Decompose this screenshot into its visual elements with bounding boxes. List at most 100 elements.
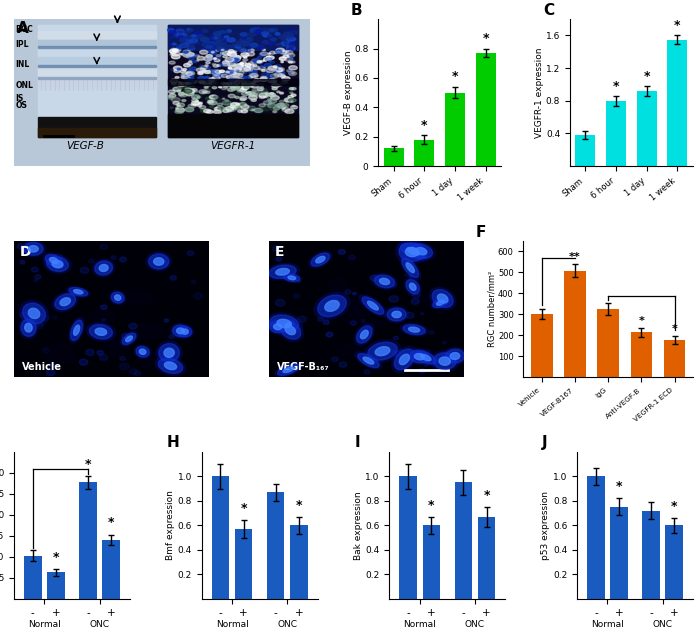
- Circle shape: [42, 348, 49, 353]
- Bar: [642, 511, 660, 599]
- Text: *: *: [671, 324, 678, 334]
- Circle shape: [216, 55, 221, 57]
- Circle shape: [171, 52, 176, 54]
- Circle shape: [257, 87, 264, 90]
- Circle shape: [289, 43, 295, 45]
- Text: Vehicle: Vehicle: [22, 362, 62, 372]
- Circle shape: [270, 38, 276, 41]
- Circle shape: [289, 45, 295, 48]
- Text: +: +: [670, 608, 678, 618]
- Circle shape: [240, 62, 244, 64]
- Circle shape: [328, 301, 336, 307]
- Circle shape: [199, 71, 204, 74]
- Ellipse shape: [176, 325, 194, 338]
- Ellipse shape: [363, 357, 374, 364]
- Circle shape: [240, 96, 247, 100]
- Circle shape: [178, 106, 183, 108]
- Circle shape: [279, 71, 285, 75]
- Circle shape: [282, 108, 285, 109]
- Circle shape: [223, 51, 231, 55]
- Bar: [267, 492, 284, 599]
- Circle shape: [259, 93, 267, 97]
- Ellipse shape: [110, 290, 126, 304]
- Circle shape: [252, 89, 257, 92]
- Circle shape: [207, 70, 214, 73]
- Circle shape: [215, 70, 222, 73]
- Circle shape: [235, 68, 241, 71]
- Circle shape: [270, 74, 279, 78]
- Circle shape: [429, 331, 434, 334]
- Y-axis label: VEGF-B expression: VEGF-B expression: [344, 50, 353, 135]
- Circle shape: [260, 52, 267, 55]
- Circle shape: [178, 93, 187, 97]
- Text: -: -: [406, 608, 410, 618]
- Circle shape: [239, 88, 246, 92]
- Ellipse shape: [90, 324, 113, 339]
- Circle shape: [253, 64, 257, 66]
- Circle shape: [290, 56, 293, 57]
- Circle shape: [275, 64, 281, 68]
- Ellipse shape: [275, 363, 302, 376]
- Circle shape: [176, 29, 183, 32]
- Circle shape: [252, 82, 256, 83]
- Circle shape: [228, 68, 232, 69]
- Circle shape: [221, 49, 224, 51]
- Circle shape: [230, 79, 235, 82]
- Bar: [477, 517, 496, 599]
- Circle shape: [274, 73, 282, 76]
- Ellipse shape: [111, 292, 124, 303]
- Circle shape: [171, 36, 174, 38]
- Circle shape: [172, 49, 180, 53]
- Circle shape: [175, 35, 181, 38]
- Circle shape: [288, 36, 292, 38]
- Circle shape: [223, 103, 229, 105]
- Ellipse shape: [69, 287, 88, 296]
- Circle shape: [211, 37, 216, 39]
- Ellipse shape: [28, 308, 40, 318]
- Circle shape: [291, 61, 295, 63]
- Circle shape: [209, 44, 213, 46]
- Circle shape: [177, 68, 181, 70]
- Circle shape: [185, 108, 194, 111]
- Circle shape: [228, 83, 232, 85]
- Circle shape: [99, 354, 108, 361]
- Circle shape: [244, 66, 252, 70]
- Circle shape: [183, 51, 188, 54]
- Circle shape: [240, 41, 244, 43]
- Bar: [631, 333, 652, 377]
- Circle shape: [183, 76, 190, 80]
- Circle shape: [275, 50, 282, 54]
- Bar: [38, 48, 156, 56]
- Circle shape: [270, 61, 274, 64]
- Circle shape: [389, 296, 398, 302]
- Circle shape: [284, 35, 288, 37]
- Circle shape: [186, 82, 191, 85]
- Circle shape: [196, 60, 199, 61]
- Bar: [668, 39, 687, 166]
- Circle shape: [258, 67, 265, 70]
- Circle shape: [276, 67, 279, 69]
- Circle shape: [187, 62, 192, 65]
- Circle shape: [212, 70, 220, 74]
- Circle shape: [169, 31, 172, 32]
- Circle shape: [169, 94, 176, 97]
- Circle shape: [120, 357, 125, 361]
- Circle shape: [209, 95, 218, 99]
- Circle shape: [190, 67, 197, 71]
- Circle shape: [261, 73, 269, 77]
- Text: *: *: [616, 480, 622, 493]
- Circle shape: [217, 37, 225, 41]
- Ellipse shape: [362, 297, 384, 314]
- Circle shape: [259, 53, 266, 56]
- Circle shape: [251, 30, 255, 32]
- Ellipse shape: [267, 319, 288, 334]
- Circle shape: [421, 313, 424, 315]
- Circle shape: [258, 47, 265, 50]
- Text: -: -: [86, 608, 90, 618]
- Circle shape: [241, 68, 249, 71]
- Circle shape: [287, 48, 290, 50]
- Circle shape: [267, 103, 276, 108]
- Circle shape: [218, 99, 223, 101]
- Circle shape: [228, 94, 235, 97]
- Circle shape: [206, 62, 210, 64]
